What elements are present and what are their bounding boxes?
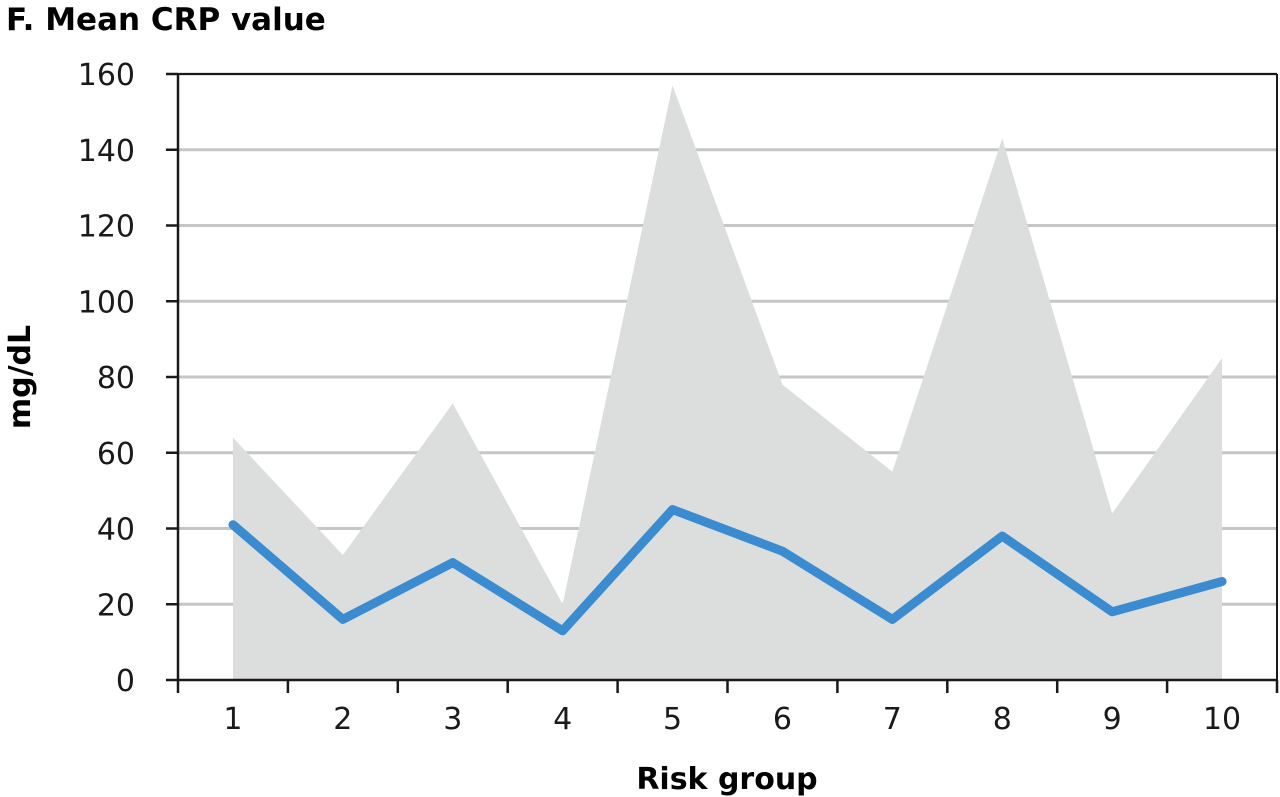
line-point-6 <box>780 549 785 554</box>
line-point-10 <box>1220 579 1225 584</box>
line-point-5 <box>670 507 675 512</box>
line-point-2 <box>340 617 345 622</box>
x-tick-label-6: 6 <box>773 702 792 737</box>
line-point-4 <box>560 628 565 633</box>
line-point-3 <box>450 560 455 565</box>
line-point-9 <box>1110 609 1115 614</box>
x-tick-label-5: 5 <box>663 702 682 737</box>
line-series <box>228 505 1227 636</box>
line-point-1 <box>230 522 235 527</box>
y-tick-label-100: 100 <box>78 285 135 320</box>
x-tick-label-9: 9 <box>1103 702 1122 737</box>
x-axis-label: Risk group <box>636 762 817 797</box>
y-tick-label-120: 120 <box>78 210 135 245</box>
plot-area: 0 20 40 60 80 100 120 140 160 1 2 3 4 5 6 7 8 9 10 <box>78 58 1279 737</box>
y-tick-label-0: 0 <box>116 664 135 699</box>
x-tick-label-4: 4 <box>553 702 572 737</box>
y-tick-label-140: 140 <box>78 134 135 169</box>
line-point-7 <box>890 617 895 622</box>
x-tick-label-3: 3 <box>443 702 462 737</box>
area-series <box>232 85 1223 681</box>
x-tick-label-2: 2 <box>333 702 352 737</box>
y-tick-label-40: 40 <box>97 513 135 548</box>
y-tick-label-60: 60 <box>97 437 135 472</box>
y-tick-label-20: 20 <box>97 588 135 623</box>
x-tick-label-8: 8 <box>993 702 1012 737</box>
x-tick-label-10: 10 <box>1203 702 1241 737</box>
x-tick-label-1: 1 <box>223 702 242 737</box>
y-tick-label-80: 80 <box>97 361 135 396</box>
x-tick-label-7: 7 <box>883 702 902 737</box>
y-axis-label: mg/dL <box>3 325 38 429</box>
chart-title: F. Mean CRP value <box>6 2 326 38</box>
line-point-8 <box>1000 534 1005 539</box>
y-tick-label-160: 160 <box>78 58 135 93</box>
